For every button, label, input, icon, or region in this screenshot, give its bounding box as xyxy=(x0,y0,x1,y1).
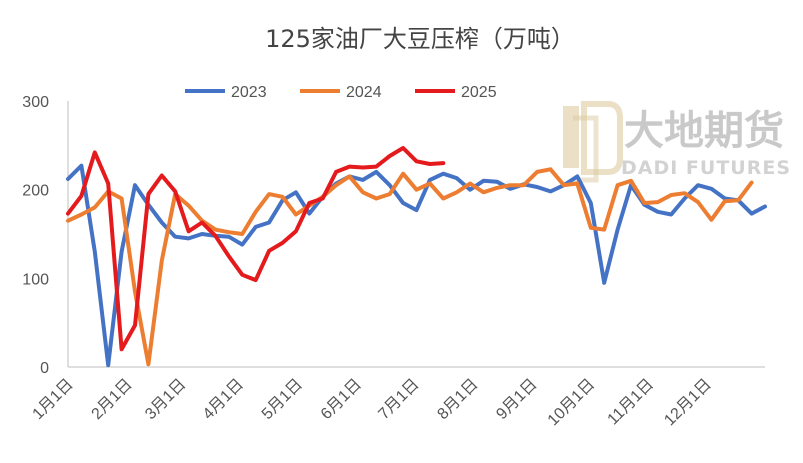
x-tick-label: 7月1日 xyxy=(375,376,422,423)
y-tick-label: 100 xyxy=(22,271,49,288)
series-line-2023 xyxy=(66,163,767,368)
chart-title: 125家油厂大豆压榨（万吨） xyxy=(265,25,575,53)
legend-label: 2023 xyxy=(231,84,267,101)
x-tick-label: 6月1日 xyxy=(318,376,365,423)
y-axis-ticks: 0 100 200 300 xyxy=(22,94,49,377)
watermark-cn: 大地期货 xyxy=(624,108,784,154)
series-line-2024 xyxy=(66,167,754,367)
watermark-en: DADI FUTURES xyxy=(621,157,791,179)
legend-item-2025: 2025 xyxy=(415,84,497,101)
legend-item-2024: 2024 xyxy=(300,84,382,101)
x-tick-label: 12月1日 xyxy=(661,376,715,430)
legend-item-2023: 2023 xyxy=(185,84,267,101)
x-tick-label: 4月1日 xyxy=(200,376,247,423)
y-tick-label: 0 xyxy=(40,360,49,377)
legend: 2023 2024 2025 xyxy=(185,84,497,101)
watermark: 大地期货 DADI FUTURES xyxy=(563,101,791,183)
x-tick-label: 2月1日 xyxy=(89,376,136,423)
series-line-2025 xyxy=(66,146,446,352)
x-tick-label: 5月1日 xyxy=(259,376,306,423)
x-tick-label: 10月1日 xyxy=(545,376,599,430)
legend-label: 2024 xyxy=(346,84,382,101)
x-tick-label: 11月1日 xyxy=(605,376,658,429)
x-tick-label: 1月1日 xyxy=(30,376,77,423)
watermark-logo-icon xyxy=(563,101,623,183)
x-axis-ticks: 1月1日 2月1日 3月1日 4月1日 5月1日 6月1日 7月1日 8月1日 9月1日 10月1… xyxy=(30,376,715,430)
x-tick-label: 3月1日 xyxy=(142,376,189,423)
x-tick-label: 8月1日 xyxy=(434,376,481,423)
x-tick-label: 9月1日 xyxy=(493,376,540,423)
axes xyxy=(67,101,765,368)
plot-area xyxy=(66,146,767,368)
y-tick-label: 300 xyxy=(22,94,49,111)
legend-label: 2025 xyxy=(461,84,497,101)
y-tick-label: 200 xyxy=(22,183,49,200)
